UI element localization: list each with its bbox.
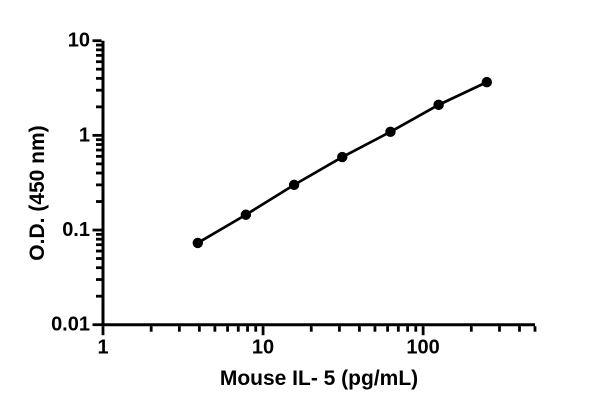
- y-tick-label: 10: [68, 30, 90, 52]
- y-tick-label: 1: [79, 124, 90, 146]
- axes: 1 10 100 0.01 0.1 1 10: [51, 30, 537, 359]
- data-point: [192, 237, 203, 249]
- y-axis-title: O.D. (450 nm): [26, 125, 49, 260]
- axis-spines: [101, 40, 535, 327]
- data-point: [385, 126, 396, 138]
- data-point: [337, 151, 348, 163]
- data-point: [481, 76, 493, 88]
- x-tick-label: 1: [97, 337, 108, 359]
- data-point: [433, 99, 444, 111]
- y-tick-label: 0.1: [62, 219, 90, 241]
- x-tick-label: 10: [252, 337, 274, 359]
- x-tick-label: 100: [406, 337, 439, 359]
- data-series: [192, 76, 493, 249]
- data-point: [288, 179, 300, 191]
- data-point: [240, 209, 252, 220]
- x-axis-title: Mouse IL- 5 (pg/mL): [220, 367, 418, 390]
- y-tick-label: 0.01: [51, 314, 90, 336]
